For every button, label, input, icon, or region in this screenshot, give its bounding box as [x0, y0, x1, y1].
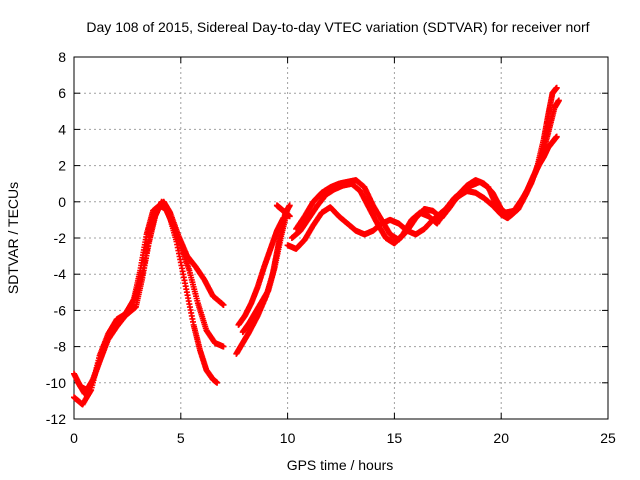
- data-point: [286, 202, 293, 209]
- y-tick-label: 6: [58, 85, 66, 101]
- axis-ticks: [73, 56, 609, 420]
- y-tick-label: -10: [46, 375, 66, 391]
- data-point: [214, 379, 221, 386]
- x-tick-label: 0: [70, 430, 78, 446]
- data-marks: [71, 84, 562, 408]
- chart-title: Day 108 of 2015, Sidereal Day-to-day VTE…: [86, 19, 589, 35]
- x-tick-label: 5: [177, 430, 185, 446]
- y-tick-label: -2: [54, 230, 67, 246]
- tick-labels: 0 5 10 15 20 25 -12 -10 -8 -6 -4 -2 0 2 4 6 8: [46, 49, 616, 446]
- data-point: [555, 97, 562, 104]
- x-tick-label: 20: [493, 430, 509, 446]
- y-tick-label: 2: [58, 158, 66, 174]
- series-track-5: [239, 206, 291, 336]
- series-track-9: [293, 97, 562, 243]
- data-point: [220, 343, 227, 350]
- data-point: [220, 301, 227, 308]
- data-point: [280, 215, 287, 222]
- data-point: [553, 84, 560, 91]
- data-point: [553, 133, 560, 140]
- x-axis-label: GPS time / hours: [287, 457, 394, 473]
- series-track-6: [235, 215, 287, 328]
- y-tick-label: -12: [46, 411, 66, 427]
- y-tick-label: 4: [58, 121, 66, 137]
- x-tick-label: 10: [280, 430, 296, 446]
- y-tick-label: 0: [58, 194, 66, 210]
- y-tick-label: -4: [54, 266, 67, 282]
- x-tick-label: 25: [600, 430, 616, 446]
- y-tick-label: -8: [54, 339, 67, 355]
- series-track-3: [75, 198, 227, 397]
- y-tick-label: -6: [54, 302, 67, 318]
- series-track-10: [273, 202, 293, 220]
- y-tick-label: 8: [58, 49, 66, 65]
- y-axis-label: SDTVAR / TECUs: [5, 182, 21, 294]
- data-point: [286, 213, 293, 220]
- grid: [74, 57, 608, 419]
- x-tick-label: 15: [387, 430, 403, 446]
